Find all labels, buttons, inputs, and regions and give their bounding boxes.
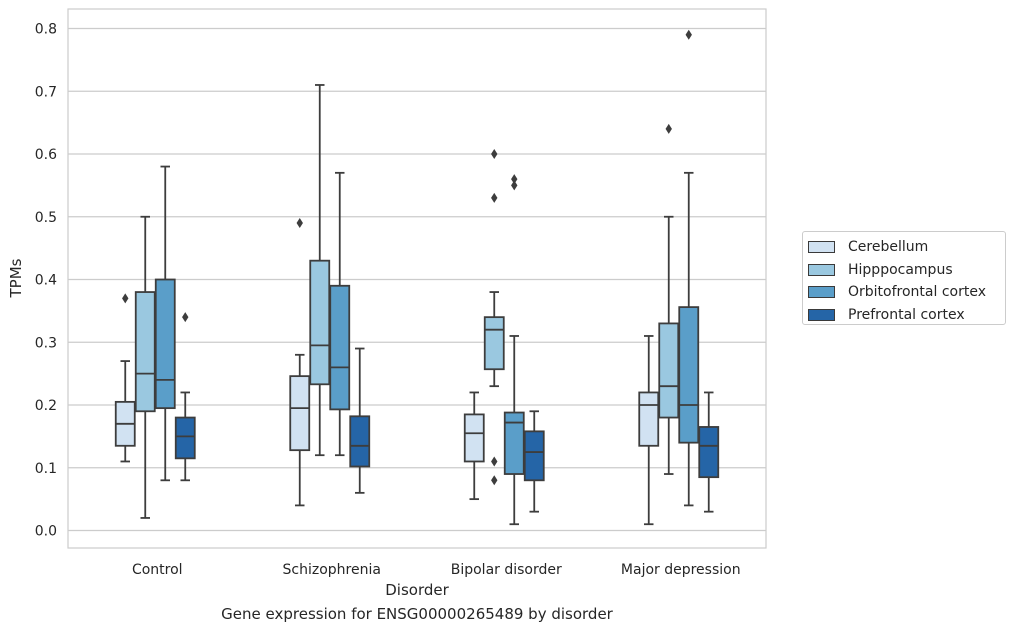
box-plot (329, 171, 351, 457)
outlier-point (491, 456, 498, 467)
box-plot (678, 29, 700, 507)
y-tick-label: 0.5 (35, 210, 57, 226)
box-iqr (523, 430, 545, 482)
box-plot (658, 123, 680, 475)
outlier-point (511, 180, 518, 191)
box-iqr (463, 413, 485, 463)
outlier-point (665, 123, 672, 134)
box-iqr (698, 426, 720, 479)
box-iqr (658, 322, 680, 419)
y-tick-label: 0.8 (35, 22, 57, 38)
box-plot (114, 293, 136, 463)
box-plot (154, 165, 176, 482)
box-iqr (289, 375, 311, 452)
plot-area-frame (67, 8, 767, 549)
outlier-point (296, 218, 303, 229)
legend-label: Hipppocampus (848, 261, 953, 278)
x-tick-labels: Control Schizophrenia Bipolar disorder Majo… (132, 562, 741, 578)
outlier-point (491, 475, 498, 486)
legend-item: Prefrontal cortex (808, 304, 1005, 327)
x-tick-label: Bipolar disorder (451, 562, 562, 578)
legend-label: Orbitofrontal cortex (848, 284, 986, 301)
legend-swatch (808, 286, 835, 299)
x-axis-label: Disorder (385, 581, 449, 599)
legend-swatch (808, 308, 835, 321)
y-tick-label: 0.0 (35, 524, 57, 540)
box-iqr (329, 284, 351, 411)
box-iqr (174, 416, 196, 460)
box-plot (309, 84, 331, 457)
box-plot (698, 391, 720, 513)
box-plot (134, 215, 156, 519)
box-plot (483, 149, 505, 486)
box-iqr (483, 316, 505, 371)
y-tick-label: 0.7 (35, 84, 57, 100)
box-iqr (638, 391, 660, 447)
gridlines (68, 27, 766, 532)
x-tick-label: Major depression (621, 562, 741, 578)
outlier-point (491, 149, 498, 159)
outlier-point (122, 293, 129, 304)
box-iqr (154, 278, 176, 410)
y-tick-label: 0.6 (35, 147, 57, 163)
x-tick-label: Control (132, 562, 183, 578)
box-plot (174, 312, 196, 482)
box-iqr (503, 411, 525, 475)
outlier-point (685, 29, 692, 40)
legend-label: Prefrontal cortex (848, 306, 965, 323)
legend-swatch (808, 263, 835, 276)
x-tick-label: Schizophrenia (283, 562, 381, 578)
box-plot (349, 347, 371, 494)
y-tick-labels: 0.0 0.1 0.2 0.3 0.4 0.5 0.6 0.7 0.8 (35, 22, 57, 540)
box-plot (289, 218, 311, 507)
box-plot (523, 410, 545, 513)
outlier-point (182, 312, 189, 323)
legend-item: Orbitofrontal cortex (808, 281, 1005, 304)
box-plots (114, 29, 720, 526)
outlier-point (511, 174, 518, 185)
y-tick-label: 0.1 (35, 461, 57, 477)
y-tick-label: 0.3 (35, 335, 57, 351)
box-plot (463, 391, 485, 501)
box-iqr (309, 259, 331, 386)
outlier-point (491, 192, 498, 203)
y-axis-label: TPMs (7, 258, 25, 298)
legend-swatch (808, 241, 835, 254)
box-plot (503, 174, 525, 526)
y-tick-label: 0.4 (35, 273, 57, 289)
legend-item: Hipppocampus (808, 259, 1005, 282)
y-tick-label: 0.2 (35, 398, 57, 414)
box-iqr (134, 291, 156, 413)
legend-label: Cerebellum (848, 239, 929, 256)
legend-item: Cerebellum (808, 236, 1005, 259)
legend: Cerebellum Hipppocampus Orbitofrontal cort… (802, 231, 1006, 325)
box-iqr (678, 306, 700, 444)
figure-caption: Gene expression for ENSG00000265489 by d… (221, 605, 613, 623)
box-iqr (349, 415, 371, 468)
box-plot (638, 335, 660, 526)
